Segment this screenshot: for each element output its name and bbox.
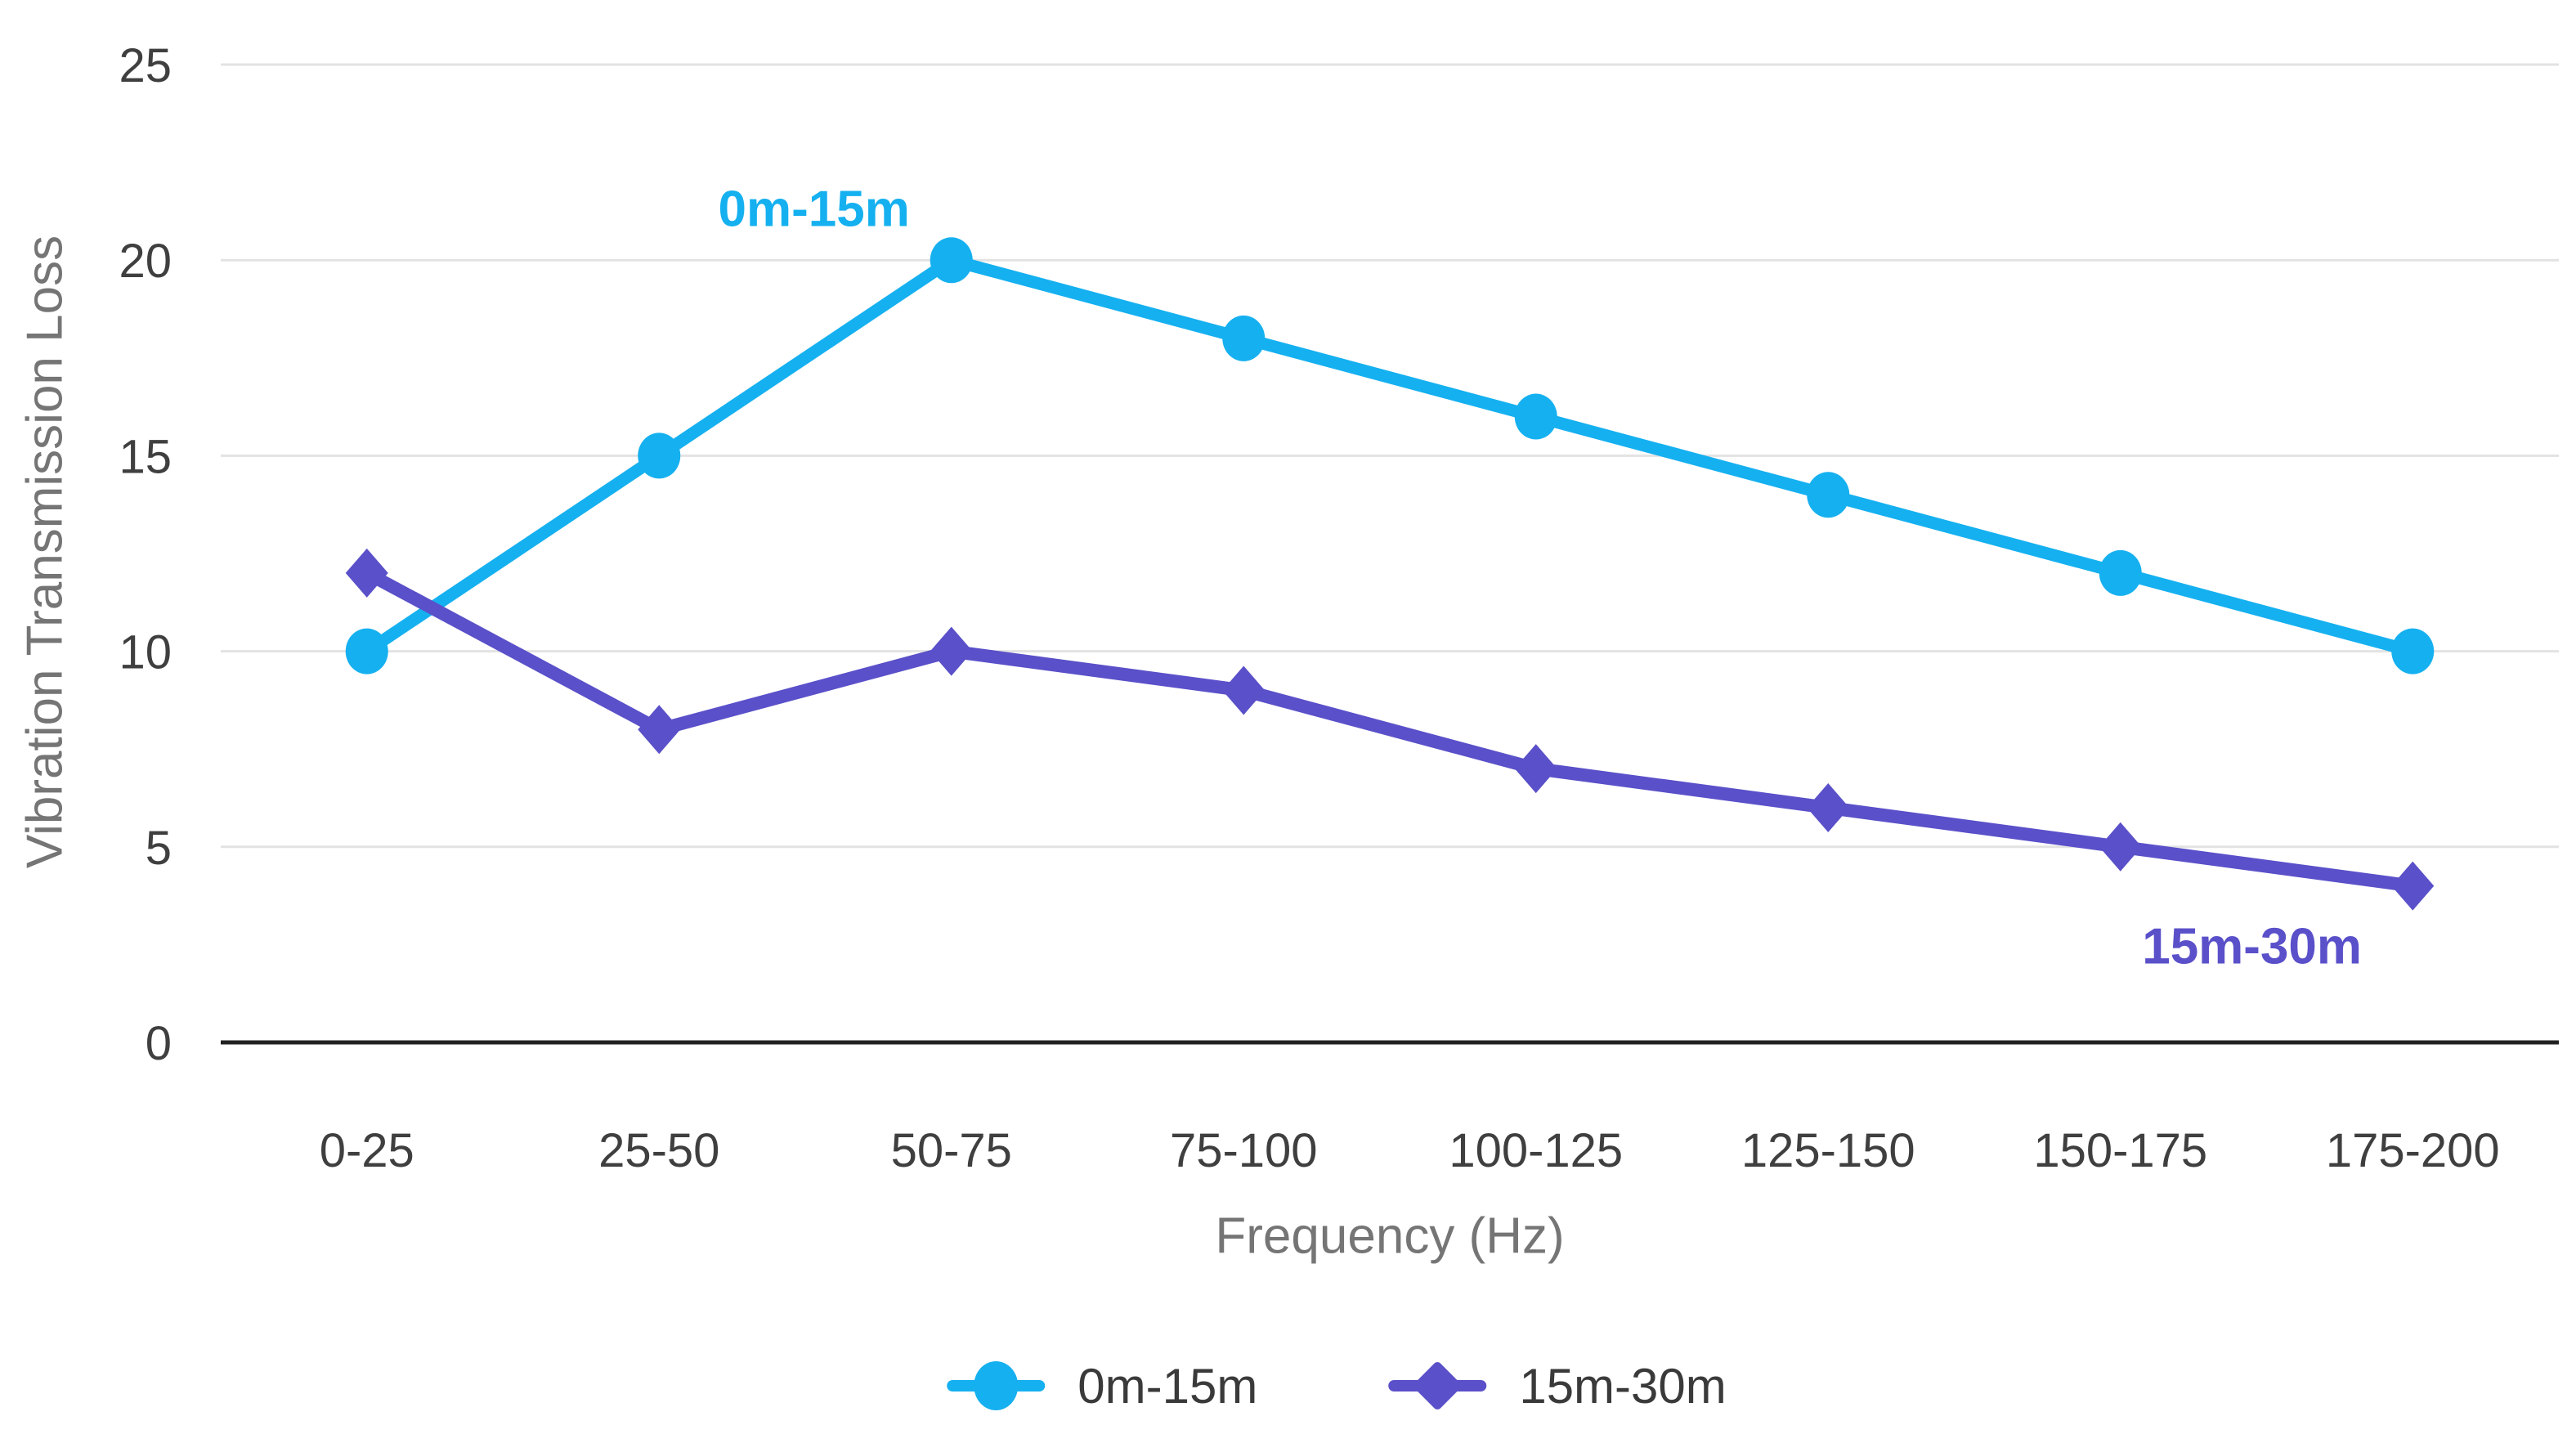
legend-label-15m-30m: 15m-30m: [1519, 1358, 1727, 1414]
legend-diamond-swatch: [1412, 1360, 1463, 1412]
data-point-15m-30m-125-150: [1807, 782, 1850, 832]
x-tick-label-50-75: 50-75: [891, 1124, 1012, 1177]
x-tick-label-25-50: 25-50: [598, 1124, 719, 1177]
y-tick-label-20: 20: [119, 235, 172, 288]
data-point-15m-30m-0-25: [345, 548, 388, 598]
y-axis-title: Vibration Transmission Loss: [16, 235, 74, 869]
x-tick-label-0-25: 0-25: [320, 1124, 414, 1177]
series-inline-label-15m-30m: 15m-30m: [2142, 918, 2363, 975]
legend-label-0m-15m: 0m-15m: [1077, 1358, 1258, 1414]
data-point-0m-15m-0-25: [345, 628, 388, 674]
series-line-0m-15m: [361, 253, 2419, 658]
y-tick-label-0: 0: [146, 1017, 172, 1070]
y-tick-label-25: 25: [119, 39, 172, 92]
data-point-0m-15m-100-125: [1514, 393, 1557, 440]
data-point-0m-15m-125-150: [1807, 472, 1850, 518]
x-tick-label-175-200: 175-200: [2326, 1124, 2500, 1177]
data-point-15m-30m-75-100: [1222, 666, 1266, 715]
legend-circle-swatch: [974, 1361, 1019, 1410]
legend: 0m-15m 15m-30m: [947, 1353, 1727, 1418]
data-point-15m-30m-175-200: [2391, 861, 2435, 911]
series-line-15m-30m: [360, 566, 2420, 893]
x-tick-label-125-150: 125-150: [1741, 1124, 1915, 1177]
data-point-15m-30m-50-75: [930, 626, 973, 676]
data-point-0m-15m-150-175: [2099, 549, 2142, 596]
data-point-0m-15m-50-75: [930, 237, 973, 284]
data-point-15m-30m-100-125: [1514, 744, 1557, 794]
data-point-0m-15m-25-50: [638, 432, 681, 479]
y-tick-label-10: 10: [119, 626, 172, 679]
circle-series-marker-icon: [947, 1353, 1046, 1418]
legend-item-0m-15m: 0m-15m: [947, 1353, 1257, 1418]
diamond-series-marker-icon: [1388, 1353, 1487, 1418]
series-inline-label-0m-15m: 0m-15m: [718, 181, 910, 238]
x-axis-title: Frequency (Hz): [1215, 1208, 1565, 1265]
data-point-15m-30m-150-175: [2099, 822, 2142, 872]
x-tick-label-100-125: 100-125: [1449, 1124, 1623, 1177]
x-tick-label-150-175: 150-175: [2033, 1124, 2207, 1177]
legend-item-15m-30m: 15m-30m: [1388, 1353, 1727, 1418]
x-tick-label-75-100: 75-100: [1170, 1124, 1318, 1177]
data-point-0m-15m-175-200: [2391, 628, 2435, 674]
data-point-15m-30m-25-50: [638, 705, 681, 755]
data-point-0m-15m-75-100: [1222, 315, 1266, 361]
y-tick-label-5: 5: [146, 822, 172, 875]
y-tick-label-15: 15: [119, 430, 172, 483]
